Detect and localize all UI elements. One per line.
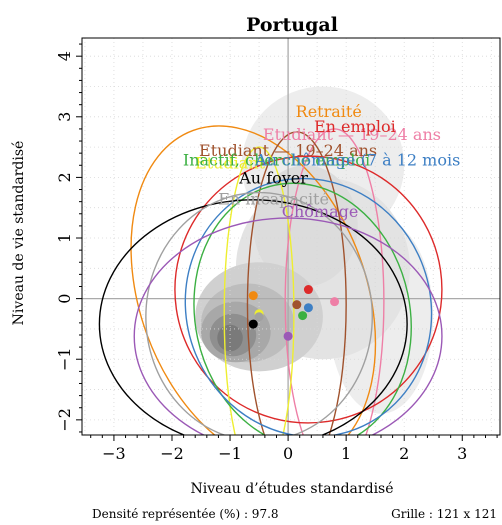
- points: [248, 285, 340, 341]
- series-label-6: Au chômage (7 à 12 mois: [254, 150, 460, 169]
- point-7: [248, 319, 258, 329]
- x-tick-label: 2: [399, 444, 409, 463]
- series-label-5: Inactif, cherche emploi: [183, 150, 370, 169]
- series-label-3: Etudiant — 19–24 ans: [199, 141, 377, 160]
- series-label-0: Retraité: [296, 102, 362, 121]
- x-tick-label: −2: [160, 444, 184, 463]
- point-6: [303, 303, 313, 313]
- ellipse-5: [193, 182, 412, 435]
- ellipse-9: [133, 217, 443, 435]
- ellipse-1: [284, 128, 385, 435]
- density-footnote: Densité représentée (%) : 97.8: [92, 507, 279, 521]
- x-tick-label: −3: [102, 444, 126, 463]
- x-tick-label: 0: [283, 444, 293, 463]
- y-tick-label: 4: [55, 51, 74, 61]
- series-label-4: Etudiant: [195, 153, 266, 172]
- y-tick-label: −1: [55, 347, 74, 371]
- x-tick-label: 1: [341, 444, 351, 463]
- y-tick-label: 0: [55, 294, 74, 304]
- series-label-9: Chômage: [282, 202, 359, 221]
- point-3: [292, 300, 302, 310]
- density-blob-3: [253, 165, 358, 287]
- series-label-2: En emploi: [314, 117, 396, 136]
- y-tick-label: −2: [55, 408, 74, 432]
- ellipse-2: [174, 155, 443, 424]
- x-tick-label: −1: [218, 444, 242, 463]
- point-1: [330, 297, 340, 307]
- series-label-1: Etudiant — 19–24 ans: [263, 125, 441, 144]
- point-2: [303, 285, 313, 295]
- y-tick-label: 2: [55, 172, 74, 182]
- ellipse-4: [223, 146, 295, 435]
- point-0: [248, 291, 258, 301]
- ellipse-8: [145, 191, 373, 435]
- plot-frame: [81, 37, 501, 436]
- ellipse-3: [246, 131, 347, 435]
- chart-title: Portugal: [246, 14, 338, 36]
- ellipse-7: [98, 199, 408, 435]
- series-label-7: Au foyer: [238, 168, 308, 187]
- ellipses: [98, 125, 443, 435]
- series-label-8: En incapacité: [218, 190, 329, 209]
- axes: −3 −2 −1 0 1 2 3 −2 −1 0 1 2 3 4: [55, 43, 498, 463]
- point-5: [298, 311, 308, 321]
- ellipse-6: [184, 177, 433, 435]
- y-axis-label: Niveau de vie standardisé: [11, 141, 27, 326]
- point-9: [283, 331, 293, 341]
- x-tick-label: 3: [457, 444, 467, 463]
- y-tick-label: 1: [55, 233, 74, 243]
- y-tick-label: 3: [55, 112, 74, 122]
- grid-footnote: Grille : 121 x 121: [391, 507, 497, 521]
- point-8: [254, 312, 264, 322]
- x-axis-label: Niveau d’études standardisé: [190, 481, 393, 497]
